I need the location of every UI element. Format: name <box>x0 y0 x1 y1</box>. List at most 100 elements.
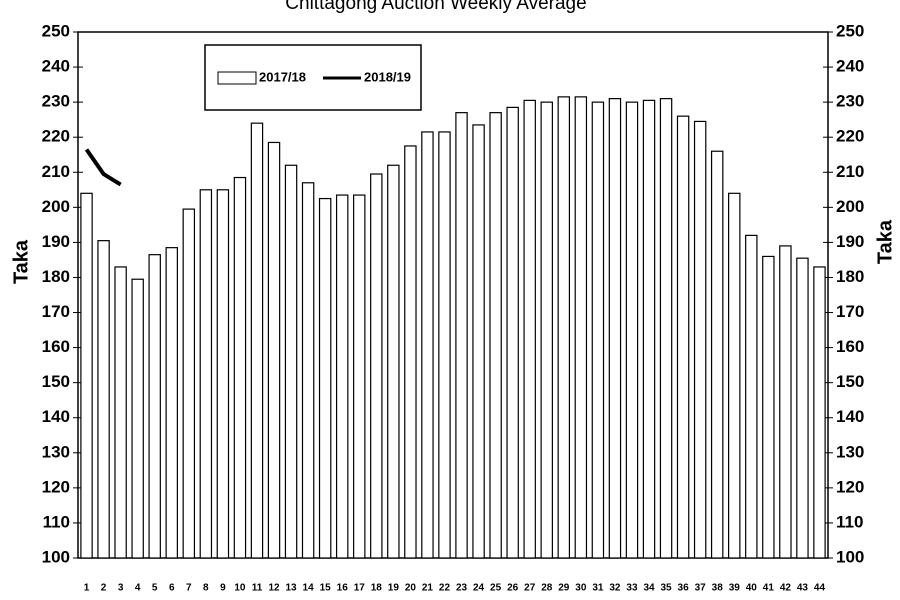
plot-frame <box>77 31 829 559</box>
x-tick-label: 9 <box>220 583 226 594</box>
x-tick-label: 14 <box>303 583 315 594</box>
bar <box>728 192 741 559</box>
y-tick-label: 190 <box>42 232 70 251</box>
bar <box>250 122 264 559</box>
bar <box>574 96 588 559</box>
x-tick-label: 6 <box>169 583 175 594</box>
bar <box>267 141 281 559</box>
x-tick-label: 7 <box>186 583 192 594</box>
legend-swatch <box>217 71 257 85</box>
x-tick-label: 19 <box>388 583 400 594</box>
x-tick-label: 22 <box>439 583 451 594</box>
legend-label: 2018/19 <box>364 69 411 84</box>
x-tick-label: 23 <box>456 583 468 594</box>
x-tick-label: 15 <box>320 583 332 594</box>
x-tick-label: 43 <box>797 583 809 594</box>
bar <box>148 254 161 559</box>
x-tick-label: 41 <box>763 583 775 594</box>
y-tick-label: 120 <box>42 477 70 496</box>
y-tick-label: 160 <box>42 337 70 356</box>
bar <box>676 115 690 559</box>
bar <box>301 182 315 559</box>
x-tick-label: 11 <box>252 583 263 594</box>
x-tick-label: 24 <box>473 583 485 594</box>
x-tick-label: 40 <box>746 583 758 594</box>
bar <box>370 173 383 559</box>
x-tick-label: 20 <box>405 583 417 594</box>
bar <box>353 194 366 559</box>
x-tick-label: 8 <box>203 583 209 594</box>
x-tick-label: 5 <box>152 583 158 594</box>
y2-tick-label: 200 <box>836 197 864 216</box>
bar <box>199 189 213 559</box>
bar <box>489 112 502 559</box>
bar <box>318 197 332 559</box>
x-tick-label: 33 <box>626 583 638 594</box>
y-tick-label: 170 <box>42 302 70 321</box>
y2-tick-label: 170 <box>836 302 864 321</box>
x-tick-label: 31 <box>592 583 604 594</box>
y2-tick-label: 250 <box>836 21 864 40</box>
bar <box>335 194 349 559</box>
y-tick-label: 220 <box>42 127 70 146</box>
x-tick-label: 18 <box>371 583 383 594</box>
bar <box>557 96 571 559</box>
x-tick-label: 28 <box>541 583 553 594</box>
y2-tick-label: 220 <box>836 127 864 146</box>
y2-tick-label: 190 <box>836 232 864 251</box>
bar <box>625 101 639 559</box>
bar <box>472 124 485 559</box>
bar <box>182 208 196 559</box>
bar <box>659 98 673 559</box>
x-tick-label: 1 <box>84 583 90 594</box>
y2-tick-label: 230 <box>836 92 864 111</box>
x-tick-label: 39 <box>729 583 741 594</box>
bar <box>80 192 93 559</box>
y2-tick-label: 150 <box>836 372 864 391</box>
y-tick-label: 200 <box>42 197 70 216</box>
bar <box>404 145 417 559</box>
y2-tick-label: 180 <box>836 267 864 286</box>
y-tick-label: 240 <box>42 57 70 76</box>
legend-label: 2017/18 <box>259 69 306 84</box>
line <box>84 148 122 187</box>
bar <box>114 266 127 559</box>
x-tick-label: 42 <box>780 583 792 594</box>
y2-tick-label: 100 <box>836 547 864 566</box>
y2-tick-label: 120 <box>836 477 864 496</box>
x-tick-label: 17 <box>354 583 366 594</box>
bar <box>762 255 775 559</box>
x-tick-label: 44 <box>814 583 826 594</box>
bar <box>387 164 400 559</box>
bar <box>591 101 605 559</box>
y-tick-label: 150 <box>42 372 70 391</box>
x-tick-label: 34 <box>643 583 655 594</box>
bar <box>693 120 707 559</box>
bar <box>284 164 298 559</box>
x-tick-label: 30 <box>575 583 587 594</box>
bar <box>608 98 622 559</box>
x-tick-label: 37 <box>695 583 707 594</box>
x-tick-label: 27 <box>524 583 536 594</box>
y2-tick-label: 240 <box>836 57 864 76</box>
bar <box>216 189 230 559</box>
bar <box>421 131 434 559</box>
bar <box>710 150 724 559</box>
bar <box>506 106 519 559</box>
y-tick-label: 140 <box>42 407 70 426</box>
x-tick-label: 10 <box>234 583 246 594</box>
y2-axis-label: Taka <box>874 219 896 264</box>
x-tick-label: 36 <box>678 583 690 594</box>
x-tick-label: 4 <box>135 583 141 594</box>
bar <box>540 101 553 559</box>
x-tick-label: 35 <box>661 583 673 594</box>
bar <box>779 245 792 559</box>
y-tick-label: 100 <box>42 547 70 566</box>
y2-tick-label: 140 <box>836 407 864 426</box>
x-tick-label: 2 <box>101 583 107 594</box>
x-tick-label: 38 <box>712 583 724 594</box>
x-tick-label: 21 <box>422 583 434 594</box>
y-tick-label: 230 <box>42 92 70 111</box>
bar <box>642 99 656 559</box>
